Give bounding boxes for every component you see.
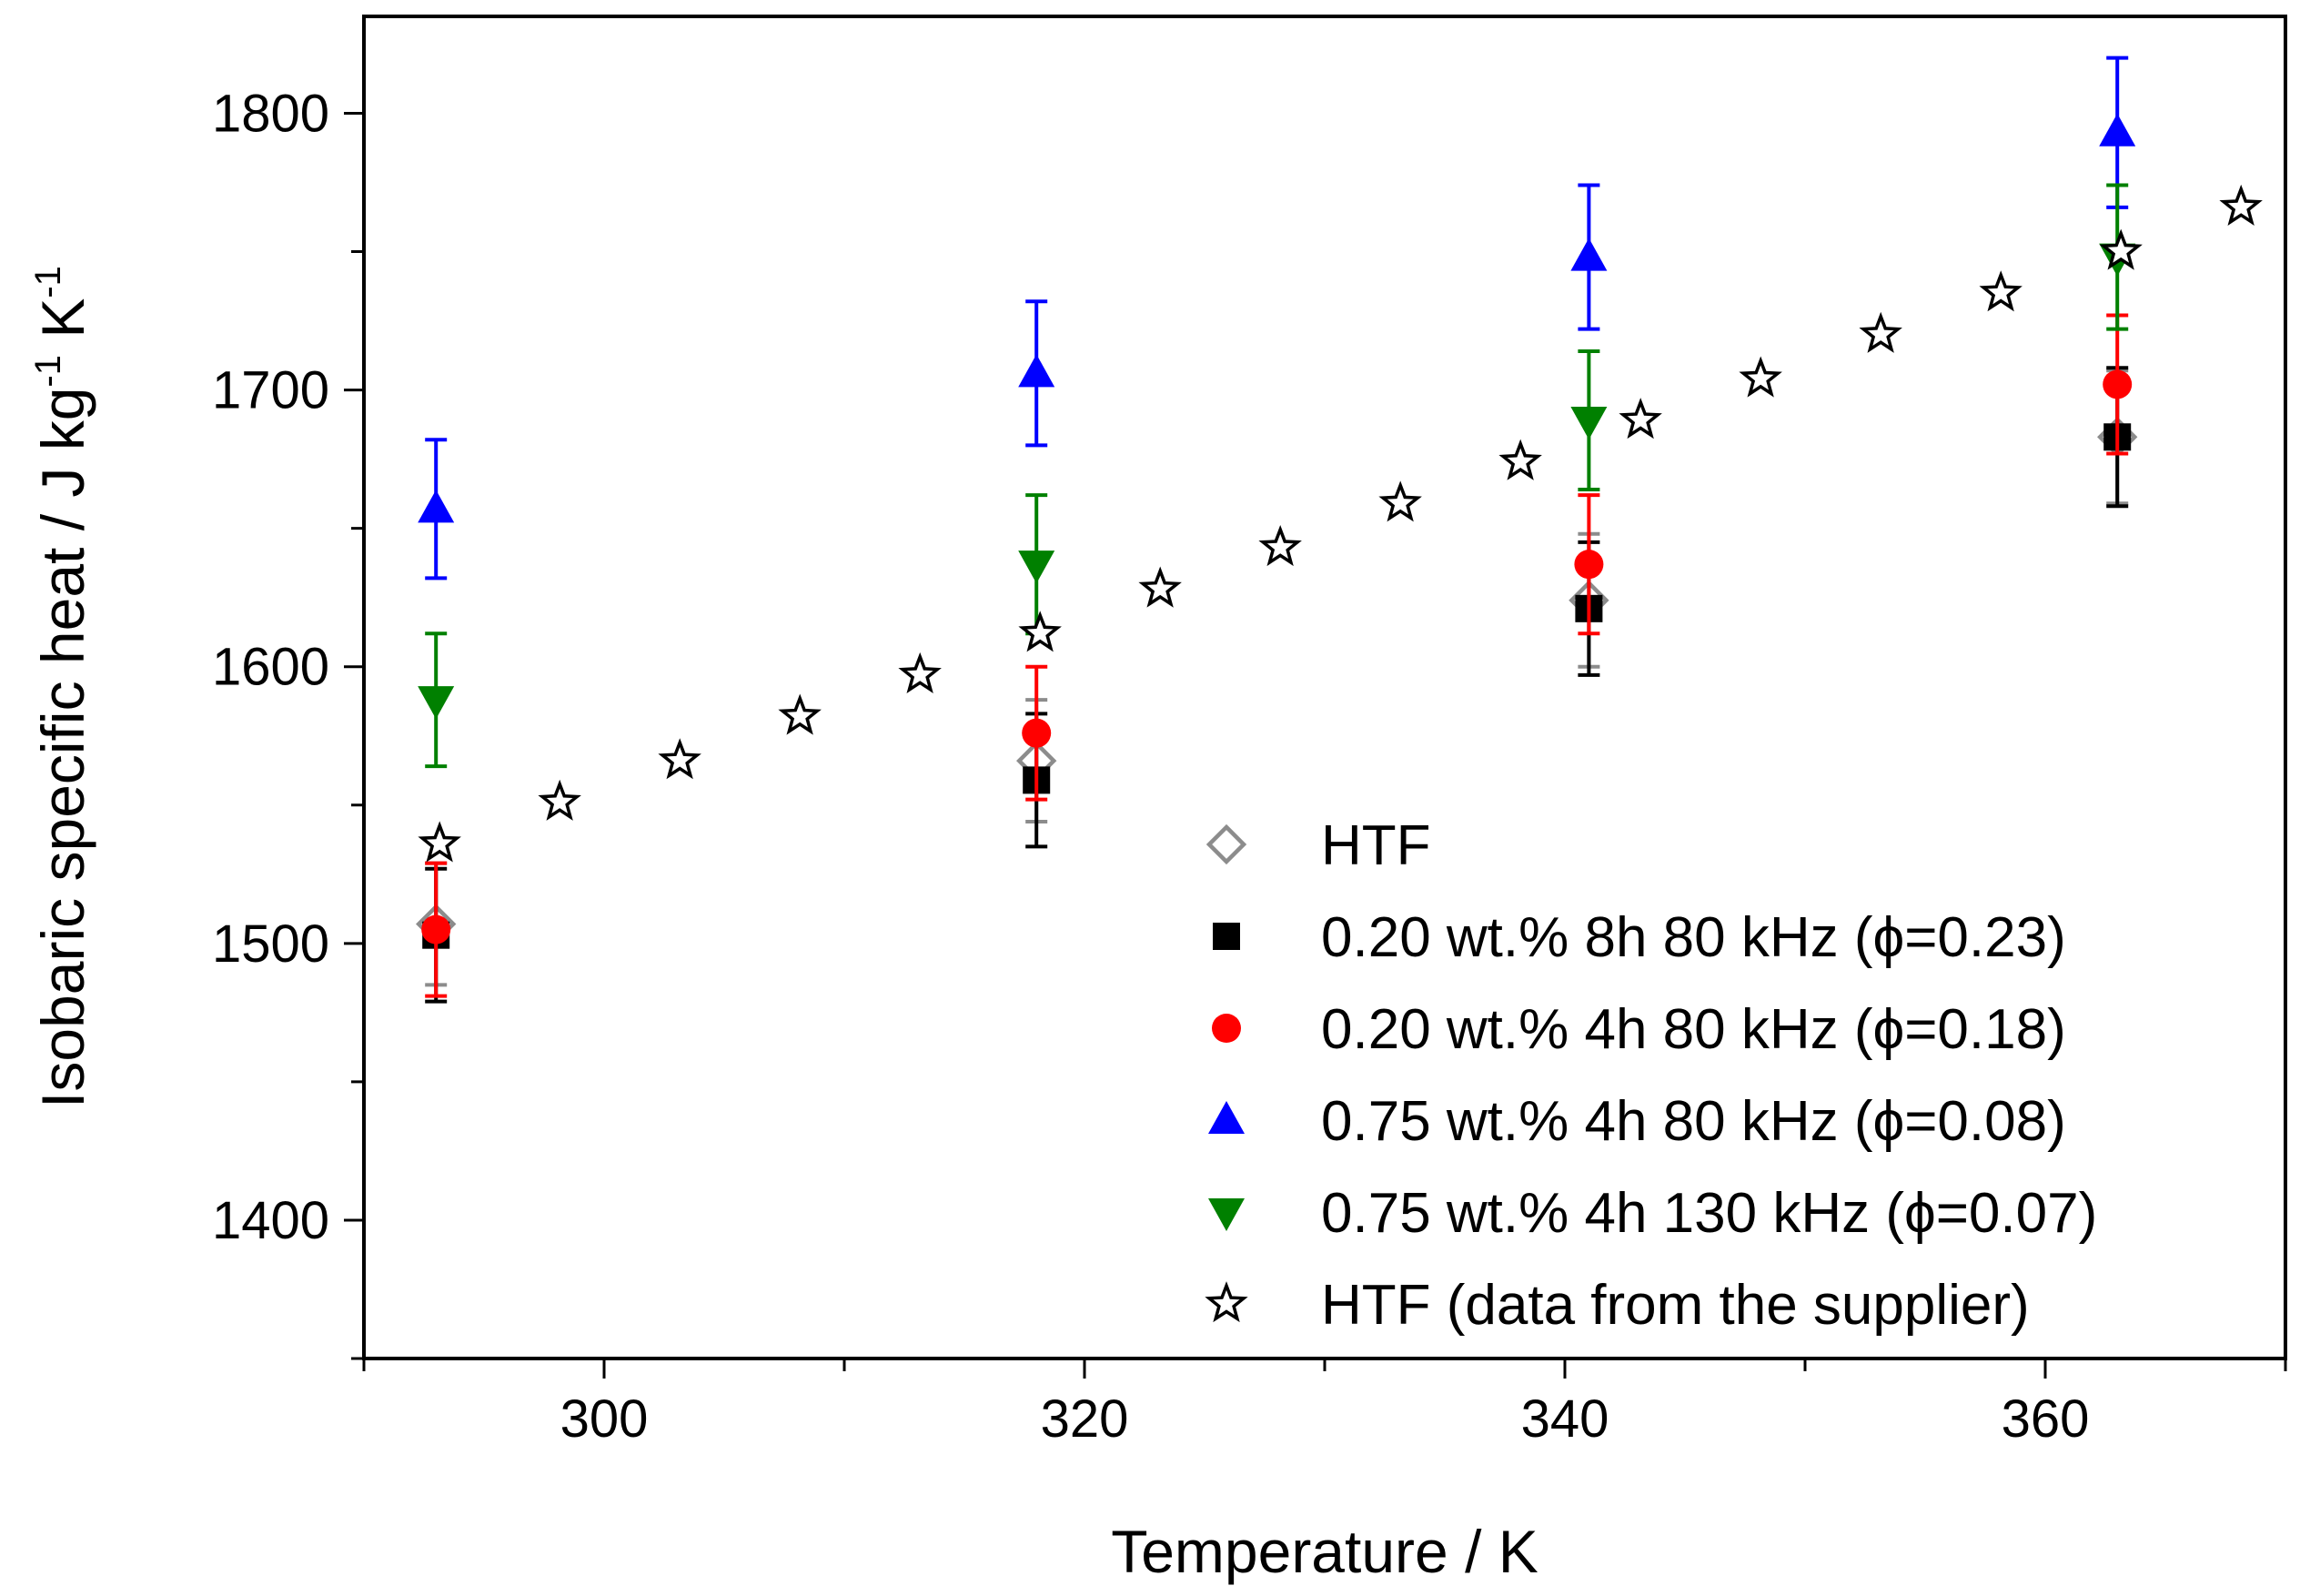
series-1 bbox=[416, 369, 2138, 987]
data-point bbox=[658, 738, 701, 780]
legend-item: 0.20 wt.% 8h 80 kHz (ϕ=0.23) bbox=[1213, 906, 2066, 969]
legend-item: HTF (data from the supplier) bbox=[1205, 1274, 2030, 1337]
data-point bbox=[1018, 611, 1062, 652]
data-point bbox=[1018, 354, 1055, 388]
data-point bbox=[1979, 270, 2023, 312]
x-tick-label: 300 bbox=[560, 1389, 649, 1449]
y-axis-title-mid: K bbox=[29, 298, 96, 355]
data-point bbox=[2099, 113, 2136, 146]
legend-item: 0.75 wt.% 4h 130 kHz (ϕ=0.07) bbox=[1208, 1182, 2097, 1245]
data-point bbox=[2103, 369, 2133, 399]
legend-label: HTF bbox=[1321, 814, 1431, 877]
legend-label: 0.20 wt.% 4h 80 kHz (ϕ=0.18) bbox=[1321, 998, 2066, 1061]
legend-marker bbox=[1208, 1198, 1245, 1231]
series-4 bbox=[418, 56, 2136, 581]
y-axis-title-main: Isobaric specific heat / J kg bbox=[29, 388, 96, 1108]
legend-item: 0.75 wt.% 4h 80 kHz (ϕ=0.08) bbox=[1208, 1090, 2066, 1153]
y-axis: 1400 1500 1600 1700 1800 bbox=[212, 84, 364, 1360]
series-6 bbox=[418, 184, 2263, 863]
data-point bbox=[898, 652, 942, 694]
data-point bbox=[418, 490, 455, 523]
legend-marker bbox=[1208, 1101, 1245, 1134]
data-point bbox=[418, 821, 461, 863]
legend-marker bbox=[1212, 1014, 1241, 1043]
x-axis-title: Temperature / K bbox=[1111, 1518, 1538, 1585]
series-layer bbox=[416, 56, 2263, 1004]
data-point bbox=[1022, 718, 1052, 748]
legend-label: 0.20 wt.% 8h 80 kHz (ϕ=0.23) bbox=[1321, 906, 2066, 969]
y-axis-title-sup-1: -1 bbox=[28, 355, 68, 388]
y-axis-title: Isobaric specific heat / J kg-1 K-1 bbox=[28, 266, 96, 1108]
x-tick-label: 340 bbox=[1521, 1389, 1609, 1449]
x-tick-label: 360 bbox=[2002, 1389, 2090, 1449]
legend-marker bbox=[1205, 1281, 1248, 1323]
y-tick-label: 1600 bbox=[212, 638, 329, 697]
data-point bbox=[778, 693, 822, 735]
y-tick-label: 1700 bbox=[212, 361, 329, 420]
x-axis: 300 320 340 360 bbox=[362, 1359, 2287, 1449]
data-point bbox=[1138, 566, 1182, 608]
legend-marker bbox=[1205, 823, 1247, 865]
data-point bbox=[1018, 551, 1055, 584]
y-tick-label: 1400 bbox=[212, 1191, 329, 1250]
series-3 bbox=[421, 313, 2133, 998]
data-point bbox=[1570, 407, 1608, 440]
legend-label: 0.75 wt.% 4h 80 kHz (ϕ=0.08) bbox=[1321, 1090, 2066, 1153]
series-5 bbox=[418, 183, 2136, 769]
data-point bbox=[1739, 356, 1782, 398]
data-point bbox=[421, 914, 451, 944]
legend: HTF 0.20 wt.% 8h 80 kHz (ϕ=0.23) 0.20 wt.%… bbox=[1205, 814, 2097, 1337]
y-axis-title-sup-2: -1 bbox=[28, 266, 68, 298]
plot-frame bbox=[362, 15, 2287, 1360]
data-point bbox=[538, 779, 581, 821]
legend-label: HTF (data from the supplier) bbox=[1321, 1274, 2030, 1337]
data-point bbox=[1498, 439, 1542, 480]
x-tick-label: 320 bbox=[1041, 1389, 1129, 1449]
data-point bbox=[1378, 480, 1422, 522]
data-point bbox=[1619, 398, 1662, 439]
data-point bbox=[1574, 550, 1604, 580]
legend-marker bbox=[1213, 923, 1240, 950]
legend-item: 0.20 wt.% 4h 80 kHz (ϕ=0.18) bbox=[1212, 998, 2066, 1061]
legend-item: HTF bbox=[1205, 814, 1431, 877]
data-point bbox=[2219, 184, 2263, 227]
data-point bbox=[418, 686, 455, 720]
data-point bbox=[1570, 237, 1608, 271]
data-point bbox=[1859, 311, 1902, 353]
data-point bbox=[1258, 524, 1302, 567]
legend-label: 0.75 wt.% 4h 130 kHz (ϕ=0.07) bbox=[1321, 1182, 2097, 1245]
data-point bbox=[2099, 228, 2143, 270]
y-tick-label: 1500 bbox=[212, 914, 329, 974]
y-tick-label: 1800 bbox=[212, 84, 329, 143]
